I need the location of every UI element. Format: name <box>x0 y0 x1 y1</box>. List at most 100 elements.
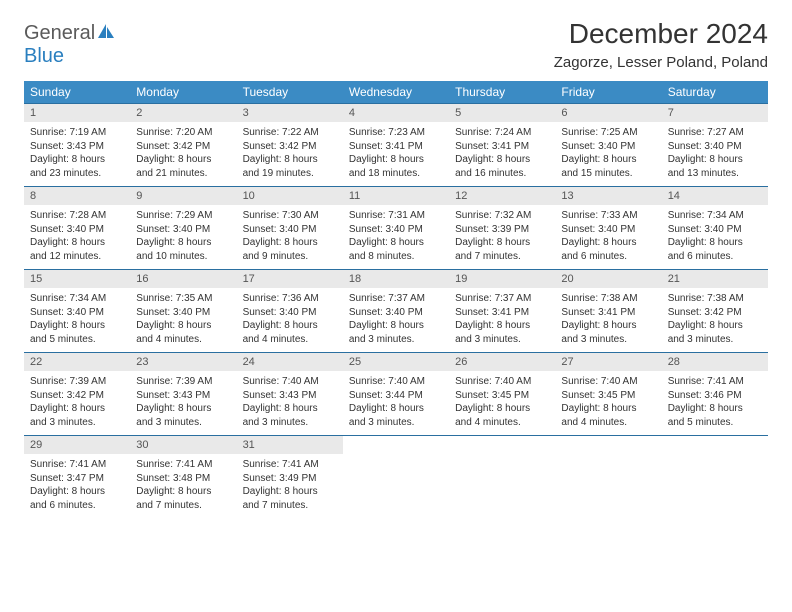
daylight-text: Daylight: 8 hours <box>243 319 337 333</box>
daylight-text: and 7 minutes. <box>455 250 549 264</box>
calendar-page: General Blue December 2024 Zagorze, Less… <box>0 0 792 536</box>
day-content-row: Sunrise: 7:39 AMSunset: 3:42 PMDaylight:… <box>24 371 768 436</box>
day-number: 7 <box>662 104 768 123</box>
day-cell: Sunrise: 7:24 AMSunset: 3:41 PMDaylight:… <box>449 122 555 187</box>
sunset-text: Sunset: 3:40 PM <box>561 223 655 237</box>
daylight-text: Daylight: 8 hours <box>349 402 443 416</box>
day-number: 19 <box>449 270 555 289</box>
day-number <box>449 436 555 455</box>
sunset-text: Sunset: 3:42 PM <box>668 306 762 320</box>
sunrise-text: Sunrise: 7:35 AM <box>136 292 230 306</box>
day-number: 25 <box>343 353 449 372</box>
daylight-text: Daylight: 8 hours <box>349 153 443 167</box>
day-cell: Sunrise: 7:25 AMSunset: 3:40 PMDaylight:… <box>555 122 661 187</box>
daylight-text: and 5 minutes. <box>30 333 124 347</box>
day-cell: Sunrise: 7:34 AMSunset: 3:40 PMDaylight:… <box>662 205 768 270</box>
sunrise-text: Sunrise: 7:32 AM <box>455 209 549 223</box>
sunset-text: Sunset: 3:40 PM <box>243 223 337 237</box>
sunset-text: Sunset: 3:40 PM <box>349 306 443 320</box>
day-content-row: Sunrise: 7:28 AMSunset: 3:40 PMDaylight:… <box>24 205 768 270</box>
daylight-text: and 3 minutes. <box>30 416 124 430</box>
day-cell: Sunrise: 7:32 AMSunset: 3:39 PMDaylight:… <box>449 205 555 270</box>
day-cell: Sunrise: 7:39 AMSunset: 3:43 PMDaylight:… <box>130 371 236 436</box>
daylight-text: Daylight: 8 hours <box>668 402 762 416</box>
day-number: 13 <box>555 187 661 206</box>
day-number: 26 <box>449 353 555 372</box>
sunset-text: Sunset: 3:41 PM <box>349 140 443 154</box>
sunset-text: Sunset: 3:42 PM <box>243 140 337 154</box>
daylight-text: and 8 minutes. <box>349 250 443 264</box>
daylight-text: Daylight: 8 hours <box>136 236 230 250</box>
day-cell: Sunrise: 7:41 AMSunset: 3:46 PMDaylight:… <box>662 371 768 436</box>
daylight-text: Daylight: 8 hours <box>30 319 124 333</box>
daylight-text: Daylight: 8 hours <box>136 402 230 416</box>
day-number <box>662 436 768 455</box>
day-header: Tuesday <box>237 81 343 104</box>
sunrise-text: Sunrise: 7:31 AM <box>349 209 443 223</box>
sunset-text: Sunset: 3:43 PM <box>136 389 230 403</box>
daylight-text: Daylight: 8 hours <box>668 236 762 250</box>
sunset-text: Sunset: 3:47 PM <box>30 472 124 486</box>
day-cell: Sunrise: 7:20 AMSunset: 3:42 PMDaylight:… <box>130 122 236 187</box>
day-number: 12 <box>449 187 555 206</box>
daylight-text: and 15 minutes. <box>561 167 655 181</box>
day-number: 16 <box>130 270 236 289</box>
day-number: 24 <box>237 353 343 372</box>
daylight-text: Daylight: 8 hours <box>455 153 549 167</box>
day-cell: Sunrise: 7:36 AMSunset: 3:40 PMDaylight:… <box>237 288 343 353</box>
day-cell: Sunrise: 7:41 AMSunset: 3:49 PMDaylight:… <box>237 454 343 518</box>
day-cell: Sunrise: 7:33 AMSunset: 3:40 PMDaylight:… <box>555 205 661 270</box>
day-cell: Sunrise: 7:31 AMSunset: 3:40 PMDaylight:… <box>343 205 449 270</box>
sunrise-text: Sunrise: 7:37 AM <box>455 292 549 306</box>
day-cell: Sunrise: 7:29 AMSunset: 3:40 PMDaylight:… <box>130 205 236 270</box>
day-header: Friday <box>555 81 661 104</box>
sunrise-text: Sunrise: 7:41 AM <box>243 458 337 472</box>
sunset-text: Sunset: 3:39 PM <box>455 223 549 237</box>
sunrise-text: Sunrise: 7:40 AM <box>455 375 549 389</box>
daylight-text: Daylight: 8 hours <box>668 153 762 167</box>
day-cell: Sunrise: 7:40 AMSunset: 3:44 PMDaylight:… <box>343 371 449 436</box>
day-number: 5 <box>449 104 555 123</box>
daylight-text: and 19 minutes. <box>243 167 337 181</box>
day-number: 8 <box>24 187 130 206</box>
sunset-text: Sunset: 3:42 PM <box>136 140 230 154</box>
day-number <box>555 436 661 455</box>
day-number: 15 <box>24 270 130 289</box>
calendar-table: Sunday Monday Tuesday Wednesday Thursday… <box>24 81 768 518</box>
sunrise-text: Sunrise: 7:25 AM <box>561 126 655 140</box>
sunrise-text: Sunrise: 7:40 AM <box>349 375 443 389</box>
day-number: 22 <box>24 353 130 372</box>
day-number: 6 <box>555 104 661 123</box>
sunrise-text: Sunrise: 7:41 AM <box>136 458 230 472</box>
sunset-text: Sunset: 3:46 PM <box>668 389 762 403</box>
daylight-text: and 3 minutes. <box>455 333 549 347</box>
day-cell: Sunrise: 7:23 AMSunset: 3:41 PMDaylight:… <box>343 122 449 187</box>
sunset-text: Sunset: 3:41 PM <box>561 306 655 320</box>
day-number-row: 1234567 <box>24 104 768 123</box>
day-number: 11 <box>343 187 449 206</box>
sunrise-text: Sunrise: 7:20 AM <box>136 126 230 140</box>
daylight-text: and 6 minutes. <box>30 499 124 513</box>
sunset-text: Sunset: 3:49 PM <box>243 472 337 486</box>
daylight-text: Daylight: 8 hours <box>136 319 230 333</box>
sunrise-text: Sunrise: 7:23 AM <box>349 126 443 140</box>
daylight-text: Daylight: 8 hours <box>561 319 655 333</box>
daylight-text: Daylight: 8 hours <box>243 236 337 250</box>
day-cell: Sunrise: 7:41 AMSunset: 3:47 PMDaylight:… <box>24 454 130 518</box>
sunrise-text: Sunrise: 7:34 AM <box>30 292 124 306</box>
sunset-text: Sunset: 3:40 PM <box>136 306 230 320</box>
daylight-text: Daylight: 8 hours <box>561 236 655 250</box>
day-number: 31 <box>237 436 343 455</box>
sunrise-text: Sunrise: 7:40 AM <box>561 375 655 389</box>
day-cell: Sunrise: 7:37 AMSunset: 3:41 PMDaylight:… <box>449 288 555 353</box>
daylight-text: Daylight: 8 hours <box>243 153 337 167</box>
daylight-text: and 3 minutes. <box>668 333 762 347</box>
sunrise-text: Sunrise: 7:39 AM <box>30 375 124 389</box>
day-content-row: Sunrise: 7:41 AMSunset: 3:47 PMDaylight:… <box>24 454 768 518</box>
sunrise-text: Sunrise: 7:38 AM <box>668 292 762 306</box>
day-header: Thursday <box>449 81 555 104</box>
day-cell: Sunrise: 7:35 AMSunset: 3:40 PMDaylight:… <box>130 288 236 353</box>
sunrise-text: Sunrise: 7:39 AM <box>136 375 230 389</box>
sunrise-text: Sunrise: 7:24 AM <box>455 126 549 140</box>
daylight-text: Daylight: 8 hours <box>30 236 124 250</box>
